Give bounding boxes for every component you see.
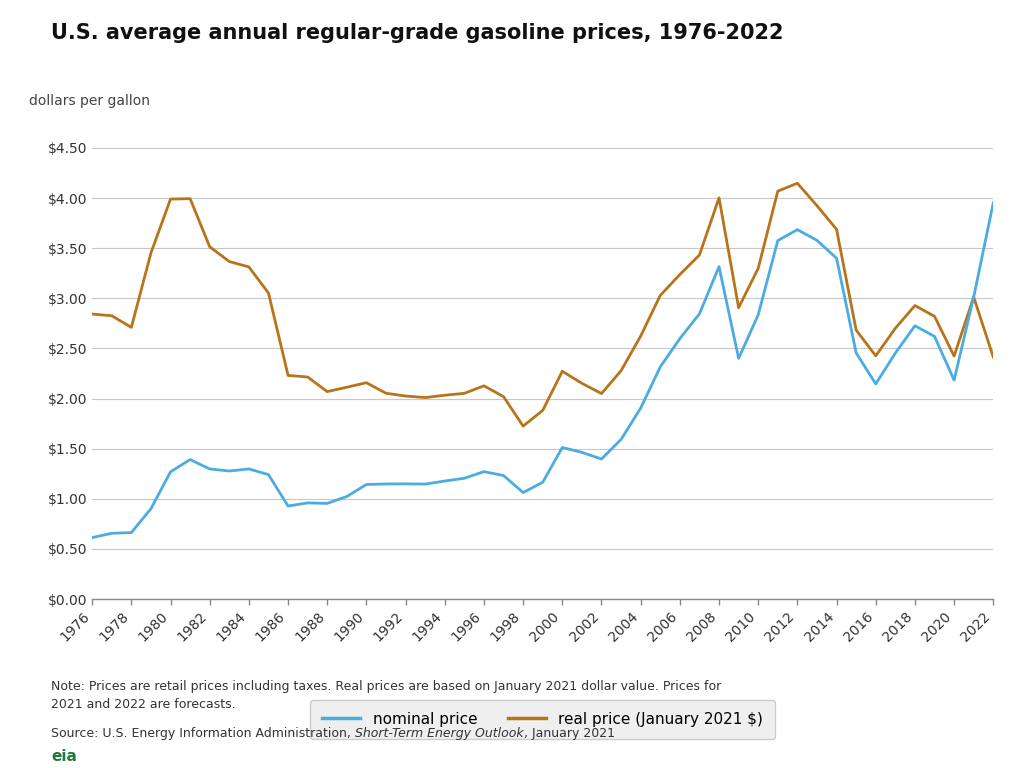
Text: , January 2021: , January 2021 <box>523 727 614 740</box>
Text: Source: U.S. Energy Information Administration,: Source: U.S. Energy Information Administ… <box>51 727 355 740</box>
Text: Short-Term Energy Outlook: Short-Term Energy Outlook <box>355 727 523 740</box>
Legend: nominal price, real price (January 2021 $): nominal price, real price (January 2021 … <box>310 700 775 739</box>
Text: dollars per gallon: dollars per gallon <box>29 94 151 108</box>
Text: eia: eia <box>51 749 77 764</box>
Text: Note: Prices are retail prices including taxes. Real prices are based on January: Note: Prices are retail prices including… <box>51 680 722 710</box>
Text: U.S. average annual regular-grade gasoline prices, 1976-2022: U.S. average annual regular-grade gasoli… <box>51 23 783 43</box>
